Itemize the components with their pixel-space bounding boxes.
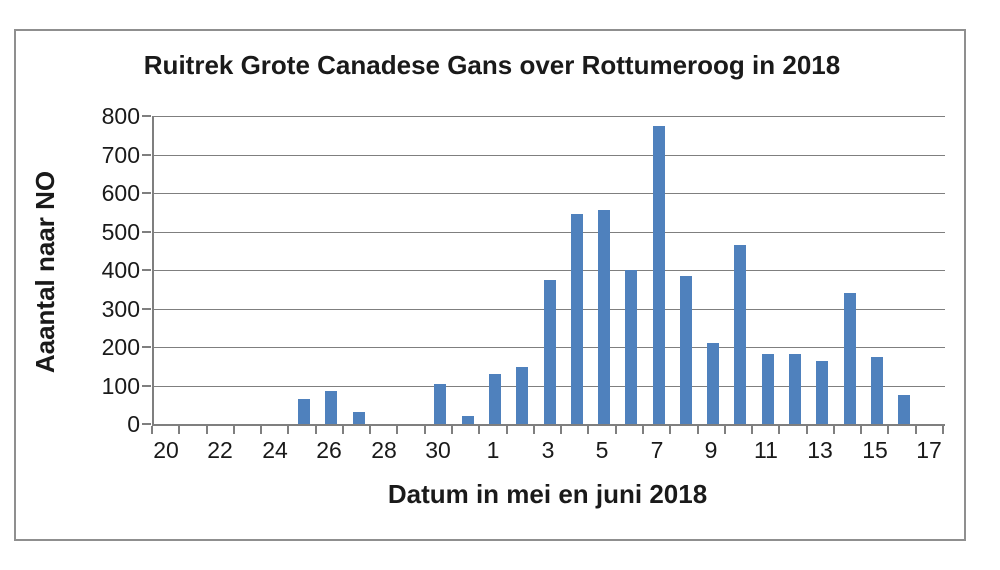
- bar-27: [353, 412, 365, 424]
- bar-1: [489, 374, 501, 424]
- bar-16: [898, 395, 910, 424]
- x-tick-10: [424, 426, 426, 434]
- bar-15: [871, 357, 883, 424]
- x-tick-label-7: 7: [650, 437, 664, 463]
- bar-3: [544, 280, 556, 424]
- x-tick-label-13: 13: [807, 437, 833, 463]
- bar-9: [707, 343, 719, 424]
- x-tick-label-17: 17: [916, 437, 942, 463]
- x-tick-label-20: 20: [153, 437, 179, 463]
- x-tick-11: [451, 426, 453, 434]
- x-tick-16: [587, 426, 589, 434]
- x-tick-18: [642, 426, 644, 434]
- x-tick-label-30: 30: [425, 437, 451, 463]
- x-tick-label-28: 28: [371, 437, 397, 463]
- chart-title: Ruitrek Grote Canadese Gans over Rottume…: [143, 50, 841, 80]
- x-tick-22: [751, 426, 753, 434]
- x-tick-17: [615, 426, 617, 434]
- bar-12: [789, 354, 801, 424]
- bar-31: [462, 416, 474, 424]
- x-axis-title: Datum in mei en juni 2018: [387, 479, 708, 509]
- x-tick-label-1: 1: [486, 437, 500, 463]
- x-tick-label-5: 5: [595, 437, 609, 463]
- x-tick-8: [369, 426, 371, 434]
- y-tick-label-700: 700: [101, 141, 140, 168]
- y-tick-300: [142, 307, 151, 310]
- gridline-600: [154, 193, 945, 194]
- x-tick-26: [860, 426, 862, 434]
- bar-2: [516, 367, 528, 424]
- plot-area: [152, 116, 945, 426]
- x-tick-12: [478, 426, 480, 434]
- y-tick-500: [142, 230, 151, 233]
- x-tick-14: [533, 426, 535, 434]
- bar-5: [598, 210, 610, 424]
- x-tick-label-9: 9: [704, 437, 718, 463]
- y-axis-title: Aaantal naar NO: [30, 170, 60, 374]
- x-tick-27: [887, 426, 889, 434]
- y-tick-label-300: 300: [101, 295, 140, 322]
- x-tick-label-22: 22: [207, 437, 233, 463]
- x-tick-9: [396, 426, 398, 434]
- x-tick-2: [206, 426, 208, 434]
- y-tick-800: [142, 115, 151, 117]
- x-tick-13: [506, 426, 508, 434]
- y-tick-label-600: 600: [101, 180, 140, 206]
- y-tick-700: [142, 153, 151, 156]
- x-tick-1: [178, 426, 180, 434]
- x-tick-24: [806, 426, 808, 434]
- bar-25: [298, 399, 310, 424]
- x-tick-6: [315, 426, 317, 434]
- x-tick-7: [342, 426, 344, 434]
- bar-7: [653, 126, 665, 424]
- x-tick-label-24: 24: [262, 437, 288, 463]
- bar-11: [762, 354, 774, 424]
- y-tick-label-200: 200: [101, 334, 140, 360]
- x-tick-4: [260, 426, 262, 434]
- x-tick-15: [560, 426, 562, 434]
- x-tick-29: [942, 426, 944, 434]
- gridline-500: [154, 231, 945, 233]
- bar-30: [434, 384, 446, 424]
- y-tick-200: [142, 346, 151, 348]
- y-tick-600: [142, 192, 151, 194]
- bar-4: [571, 214, 583, 424]
- x-tick-20: [697, 426, 699, 434]
- x-tick-19: [669, 426, 671, 434]
- x-tick-label-26: 26: [316, 437, 342, 463]
- x-tick-label-11: 11: [754, 437, 778, 463]
- y-tick-label-100: 100: [101, 372, 140, 399]
- x-tick-23: [778, 426, 780, 434]
- x-tick-25: [833, 426, 835, 434]
- bar-10: [734, 245, 746, 424]
- y-tick-label-0: 0: [127, 411, 140, 437]
- bar-26: [325, 391, 337, 424]
- y-tick-400: [142, 269, 151, 271]
- x-tick-5: [287, 426, 289, 434]
- x-tick-3: [233, 426, 235, 434]
- x-tick-label-3: 3: [541, 437, 555, 463]
- x-tick-28: [915, 426, 917, 434]
- gridline-800: [154, 116, 945, 117]
- y-tick-100: [142, 384, 151, 387]
- x-tick-label-15: 15: [862, 437, 888, 463]
- bar-14: [844, 293, 856, 424]
- bar-6: [625, 270, 637, 424]
- y-tick-label-400: 400: [101, 257, 140, 283]
- y-tick-label-800: 800: [101, 103, 140, 129]
- bar-8: [680, 276, 692, 424]
- y-tick-0: [142, 423, 151, 425]
- x-tick-0: [151, 426, 153, 434]
- gridline-400: [154, 270, 945, 271]
- bar-13: [816, 361, 828, 424]
- y-tick-label-500: 500: [101, 218, 140, 245]
- gridline-700: [154, 154, 945, 156]
- x-tick-21: [724, 426, 726, 434]
